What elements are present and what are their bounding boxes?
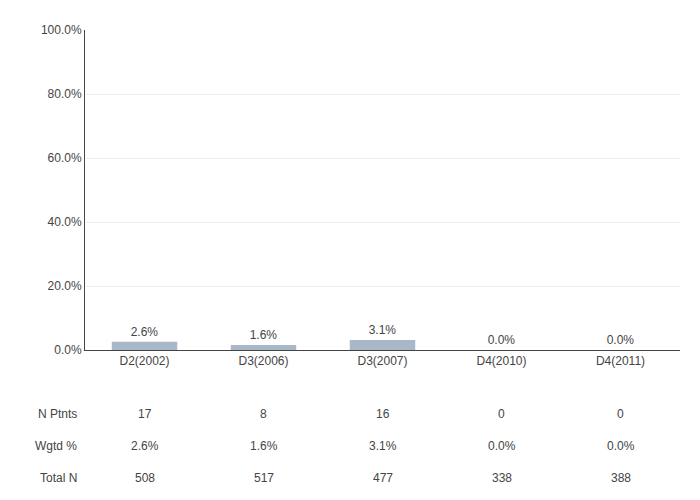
svg-text:20.0%: 20.0%	[48, 279, 82, 293]
svg-text:2.6%: 2.6%	[131, 439, 159, 453]
svg-text:17: 17	[138, 407, 152, 421]
svg-text:D3(2006): D3(2006)	[238, 354, 288, 368]
svg-text:16: 16	[376, 407, 390, 421]
svg-text:D3(2007): D3(2007)	[357, 354, 407, 368]
svg-text:1.6%: 1.6%	[250, 328, 278, 342]
svg-text:0.0%: 0.0%	[488, 439, 516, 453]
svg-text:0.0%: 0.0%	[607, 439, 635, 453]
svg-text:2.6%: 2.6%	[131, 325, 159, 339]
svg-text:1.6%: 1.6%	[250, 439, 278, 453]
svg-text:D2(2002): D2(2002)	[119, 354, 169, 368]
svg-text:0.0%: 0.0%	[607, 333, 635, 347]
svg-text:388: 388	[611, 471, 631, 485]
svg-text:0.0%: 0.0%	[488, 333, 516, 347]
svg-text:N Ptnts: N Ptnts	[38, 407, 77, 421]
svg-text:517: 517	[254, 471, 274, 485]
svg-text:0: 0	[498, 407, 505, 421]
svg-text:0.0%: 0.0%	[54, 343, 82, 357]
svg-text:D4(2011): D4(2011)	[596, 354, 645, 368]
svg-text:3.1%: 3.1%	[369, 323, 397, 337]
svg-text:Total N: Total N	[40, 471, 77, 485]
svg-text:40.0%: 40.0%	[48, 215, 82, 229]
svg-text:477: 477	[373, 471, 393, 485]
svg-text:80.0%: 80.0%	[48, 87, 82, 101]
svg-text:338: 338	[492, 471, 512, 485]
svg-text:Wgtd %: Wgtd %	[35, 439, 77, 453]
svg-text:0: 0	[617, 407, 624, 421]
svg-text:8: 8	[260, 407, 267, 421]
svg-text:100.0%: 100.0%	[41, 23, 82, 37]
svg-text:3.1%: 3.1%	[369, 439, 397, 453]
svg-text:D4(2010): D4(2010)	[476, 354, 526, 368]
svg-text:508: 508	[135, 471, 155, 485]
svg-text:60.0%: 60.0%	[48, 151, 82, 165]
